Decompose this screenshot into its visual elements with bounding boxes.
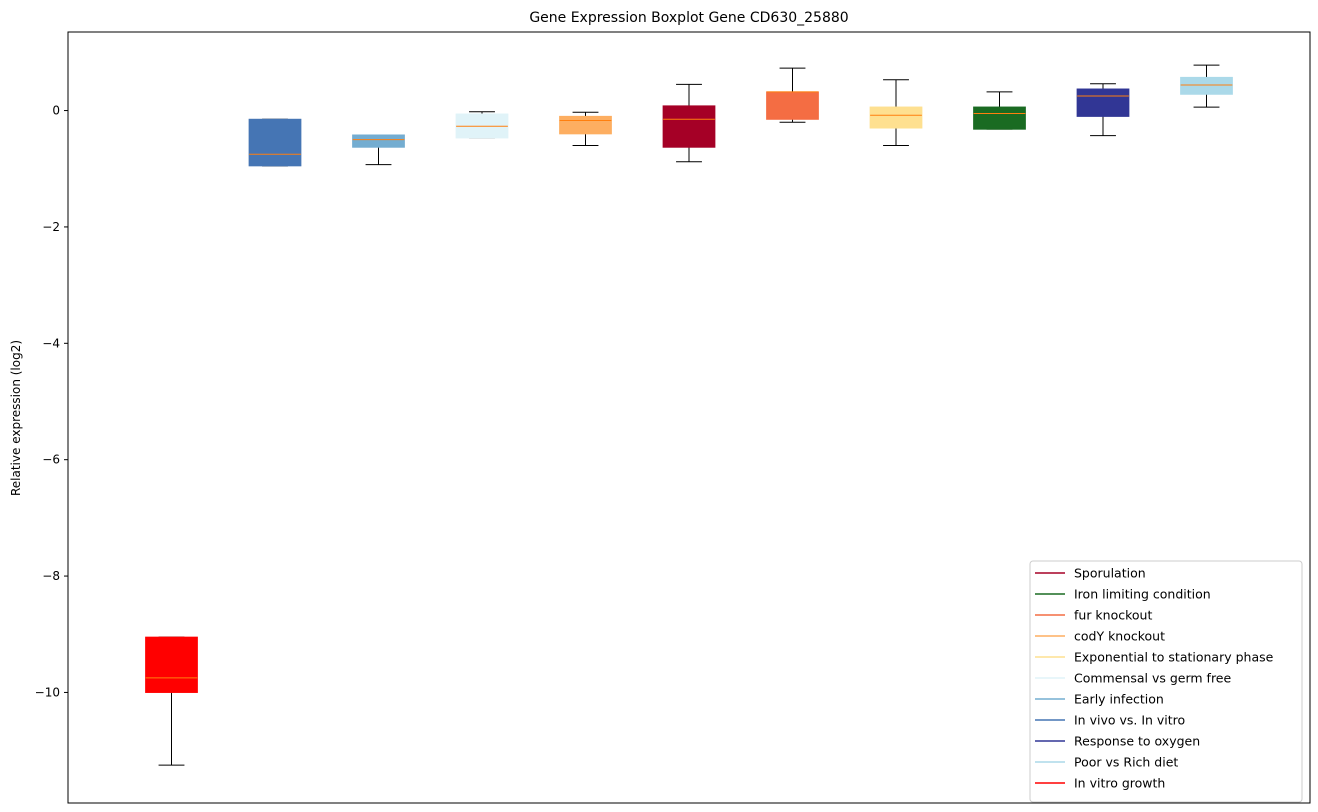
box-6	[662, 83, 716, 163]
box-series	[145, 64, 1233, 766]
legend: Sporulation Iron limiting condition fur kn…	[1029, 560, 1303, 803]
legend-label: Response to oxygen	[1074, 734, 1200, 749]
box-11	[1180, 64, 1233, 108]
box-body	[352, 134, 405, 148]
y-tick-label: −4	[42, 336, 60, 350]
box-body	[766, 91, 819, 120]
legend-label: fur knockout	[1074, 608, 1152, 623]
box-body	[1180, 76, 1233, 95]
y-tick-label: −6	[42, 453, 60, 467]
legend-label: In vivo vs. In vitro	[1074, 713, 1185, 728]
legend-label: Commensal vs germ free	[1074, 671, 1231, 686]
y-axis-label: Relative expression (log2)	[9, 340, 23, 496]
legend-label: Early infection	[1074, 692, 1164, 707]
legend-label: Exponential to stationary phase	[1074, 650, 1274, 665]
box-3	[352, 134, 405, 166]
box-5	[559, 111, 612, 146]
box-body	[559, 115, 612, 135]
box-4	[455, 111, 509, 139]
box-body	[869, 106, 923, 129]
legend-frame	[1029, 560, 1303, 803]
legend-label: Poor vs Rich diet	[1074, 755, 1178, 770]
legend-label: Sporulation	[1074, 566, 1146, 581]
box-body	[248, 118, 302, 167]
chart-title: Gene Expression Boxplot Gene CD630_25880	[529, 10, 848, 26]
y-tick-label: −2	[42, 220, 60, 234]
legend-label: Iron limiting condition	[1074, 587, 1211, 602]
y-tick-label: 0	[52, 104, 60, 118]
box-body	[145, 636, 198, 693]
box-9	[973, 91, 1026, 130]
y-tick-label: −10	[35, 685, 60, 699]
box-10	[1076, 83, 1130, 137]
box-body	[662, 105, 716, 148]
y-axis: 0 −2 −4 −6 −8 −10	[35, 104, 68, 699]
box-body	[973, 106, 1026, 130]
box-8	[869, 79, 923, 146]
y-tick-label: −8	[42, 569, 60, 583]
box-1	[145, 636, 198, 766]
plot-frame	[67, 31, 1311, 804]
box-7	[766, 67, 819, 123]
box-body	[1076, 88, 1130, 117]
legend-label: codY knockout	[1074, 629, 1165, 644]
box-2	[248, 118, 302, 167]
legend-label: In vitro growth	[1074, 776, 1165, 791]
